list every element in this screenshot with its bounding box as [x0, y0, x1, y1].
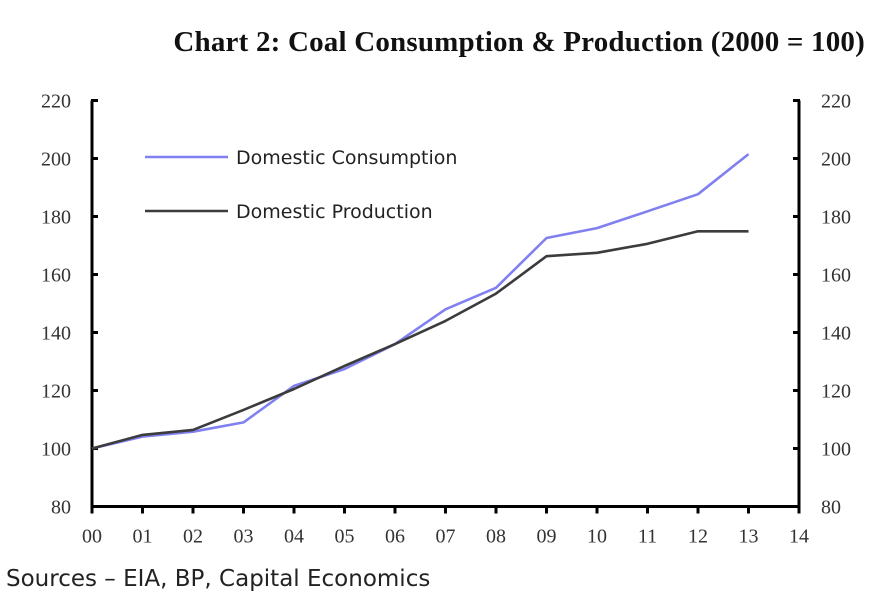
x-tick-label: 08 — [486, 526, 506, 548]
y-tick-label-left: 180 — [41, 207, 71, 229]
y-tick-label-left: 140 — [41, 323, 71, 345]
y-tick-label-right: 180 — [821, 207, 851, 229]
x-tick-label: 13 — [739, 526, 759, 548]
series-layer — [91, 153, 750, 450]
source-note: Sources – EIA, BP, Capital Economics — [6, 566, 431, 592]
series-line-domestic-production — [91, 230, 749, 450]
x-tick-label: 04 — [284, 526, 304, 548]
x-tick-label: 00 — [82, 526, 102, 548]
y-tick-label-left: 80 — [51, 497, 71, 519]
y-tick-label-right: 160 — [821, 265, 851, 287]
y-tick-label-left: 220 — [41, 91, 71, 113]
y-tick-label-right: 200 — [821, 149, 851, 171]
y-tick-label-left: 120 — [41, 381, 71, 403]
x-tick-label: 05 — [335, 526, 355, 548]
x-tick-label: 10 — [587, 526, 607, 548]
x-tick-label: 11 — [638, 526, 657, 548]
series-line-domestic-consumption — [91, 153, 750, 450]
y-tick-label-right: 100 — [821, 439, 851, 461]
x-tick-label: 06 — [385, 526, 405, 548]
y-tick-label-right: 80 — [821, 497, 841, 519]
y-tick-label-left: 100 — [41, 439, 71, 461]
x-tick-label: 01 — [133, 526, 153, 548]
legend-label-consumption: Domestic Consumption — [236, 147, 457, 169]
y-tick-label-left: 160 — [41, 265, 71, 287]
x-tick-label: 09 — [537, 526, 557, 548]
legend: Domestic Consumption Domestic Production — [145, 147, 457, 223]
chart-title: Chart 2: Coal Consumption & Production (… — [173, 26, 865, 58]
axes: 80 100 120 140 160 180 200 220 80 100 120 140 160 180… — [41, 91, 851, 548]
y-tick-label-left: 200 — [41, 149, 71, 171]
y-tick-label-right: 140 — [821, 323, 851, 345]
x-tick-label: 02 — [183, 526, 203, 548]
y-tick-label-right: 220 — [821, 91, 851, 113]
x-tick-label: 12 — [688, 526, 708, 548]
x-tick-label: 14 — [789, 526, 809, 548]
y-tick-label-right: 120 — [821, 381, 851, 403]
x-tick-label: 03 — [234, 526, 254, 548]
legend-label-production: Domestic Production — [236, 201, 433, 223]
x-tick-label: 07 — [436, 526, 456, 548]
